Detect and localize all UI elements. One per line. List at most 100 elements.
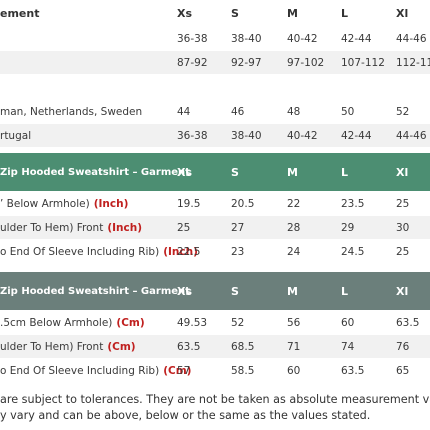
size-value: 42-44 [341, 32, 372, 45]
header-label: Zip Hooded Sweatshirt – Garment [0, 285, 190, 297]
size-table: Zip Hooded Sweatshirt – Garment Xs S M L Xl .5… [0, 272, 430, 383]
size-value: 71 [287, 340, 301, 353]
size-value: 20.5 [231, 197, 255, 210]
table-row: ulder To Hem) Front (Inch) 25 27 28 29 30 [0, 216, 430, 240]
unit: (Cm) [163, 364, 192, 377]
size-value: 52 [231, 316, 245, 329]
row-label: .5cm Below Armhole) (Cm) [0, 311, 172, 334]
row-label: ’ Below Armhole) (Inch) [0, 192, 172, 215]
size-table: man, Netherlands, Sweden 44 46 48 50 52 rtugal… [0, 75, 430, 148]
size-value: 24.5 [341, 245, 365, 258]
table-row: .5cm Below Armhole) (Cm) 49.53 52 56 60 63.5 [0, 311, 430, 335]
size-tables: ement Xs S M L Xl 36-38 38-40 40-42 42-44 44-46 87-… [0, 0, 430, 383]
size-value: 74 [341, 340, 355, 353]
size-value: 30 [396, 221, 410, 234]
size-column-header: S [231, 165, 239, 179]
table-header: Zip Hooded Sweatshirt – Garment Xs S M L Xl [0, 272, 430, 311]
header-label: Zip Hooded Sweatshirt – Garment [0, 166, 190, 178]
size-value: 23.5 [341, 197, 365, 210]
size-column-header: Xl [396, 284, 409, 298]
row-label: rtugal [0, 124, 172, 147]
measurement-name: ulder To Hem) Front [0, 340, 104, 353]
size-value: 87-92 [177, 56, 208, 69]
size-value: 36-38 [177, 129, 208, 142]
unit: (Inch) [93, 197, 129, 210]
measurement-name: rtugal [0, 129, 32, 142]
row-label: o End Of Sleeve Including Rib) (Cm) [0, 359, 191, 382]
table-body: man, Netherlands, Sweden 44 46 48 50 52 rtugal… [0, 100, 430, 148]
table-header: Zip Hooded Sweatshirt – Garment Xs S M L Xl [0, 153, 430, 192]
size-value: 58.5 [231, 364, 255, 377]
unit: (Cm) [116, 316, 145, 329]
footer-note: are subject to tolerances. They are not … [0, 392, 430, 424]
measurement-name: o End Of Sleeve Including Rib) [0, 245, 160, 258]
size-column-header: Xl [396, 165, 409, 179]
size-value: 92-97 [231, 56, 262, 69]
header-label: ement [0, 6, 40, 20]
size-value: 36-38 [177, 32, 208, 45]
size-value: 40-42 [287, 32, 318, 45]
size-value: 25 [177, 221, 191, 234]
size-value: 63.5 [177, 340, 201, 353]
size-value: 44-46 [396, 129, 427, 142]
size-value: 27 [231, 221, 245, 234]
size-value: 97-102 [287, 56, 325, 69]
size-column-header: M [287, 284, 298, 298]
size-value: 60 [287, 364, 301, 377]
size-column-header: Xl [396, 6, 409, 20]
table-body: .5cm Below Armhole) (Cm) 49.53 52 56 60 63.5 ul… [0, 311, 430, 383]
size-column-header: S [231, 284, 239, 298]
size-value: 50 [341, 105, 355, 118]
size-column-header: Xs [177, 6, 193, 20]
table-row: rtugal 36-38 38-40 40-42 42-44 44-46 [0, 124, 430, 148]
table-row: o End Of Sleeve Including Rib) (Cm) 57 58.5… [0, 359, 430, 383]
size-column-header: M [287, 165, 298, 179]
size-value: 25 [396, 197, 410, 210]
size-value: 40-42 [287, 129, 318, 142]
table-row: man, Netherlands, Sweden 44 46 48 50 52 [0, 100, 430, 124]
size-value: 57 [177, 364, 191, 377]
size-value: 25 [396, 245, 410, 258]
table-body: 36-38 38-40 40-42 42-44 44-46 87-92 92-97 97-10… [0, 27, 430, 75]
size-column-header: L [341, 6, 349, 20]
size-value: 65 [396, 364, 410, 377]
table-row: ’ Below Armhole) (Inch) 19.5 20.5 22 23.5 25 [0, 192, 430, 216]
size-value: 22 [287, 197, 301, 210]
size-value: 22.5 [177, 245, 201, 258]
size-value: 44 [177, 105, 191, 118]
size-column-header: M [287, 6, 298, 20]
size-column-header: Xs [177, 165, 193, 179]
size-value: 63.5 [341, 364, 365, 377]
table-row: 87-92 92-97 97-102 107-112 112-11 [0, 51, 430, 75]
size-value: 46 [231, 105, 245, 118]
size-value: 19.5 [177, 197, 201, 210]
measurement-name: man, Netherlands, Sweden [0, 105, 143, 118]
footer-line: y vary and can be above, below or the sa… [0, 409, 371, 422]
size-table: ement Xs S M L Xl 36-38 38-40 40-42 42-44 44-46 87-… [0, 0, 430, 75]
footer-line: are subject to tolerances. They are not … [0, 393, 430, 406]
size-value: 24 [287, 245, 301, 258]
table-row: 36-38 38-40 40-42 42-44 44-46 [0, 27, 430, 51]
table-body: ’ Below Armhole) (Inch) 19.5 20.5 22 23.5 25 ul… [0, 192, 430, 264]
unit: (Inch) [107, 221, 143, 234]
size-value: 38-40 [231, 129, 262, 142]
size-value: 49.53 [177, 316, 208, 329]
row-label: man, Netherlands, Sweden [0, 100, 172, 123]
size-value: 52 [396, 105, 410, 118]
size-value: 76 [396, 340, 410, 353]
table-header [0, 75, 430, 100]
size-column-header: L [341, 165, 349, 179]
table-row: ulder To Hem) Front (Cm) 63.5 68.5 71 74 76 [0, 335, 430, 359]
measurement-name: ulder To Hem) Front [0, 221, 104, 234]
size-value: 68.5 [231, 340, 255, 353]
size-column-header: S [231, 6, 239, 20]
size-value: 63.5 [396, 316, 420, 329]
size-value: 42-44 [341, 129, 372, 142]
measurement-name: ’ Below Armhole) [0, 197, 90, 210]
row-label: ulder To Hem) Front (Cm) [0, 335, 172, 358]
size-table: Zip Hooded Sweatshirt – Garment Xs S M L Xl ’ … [0, 153, 430, 264]
table-row: o End Of Sleeve Including Rib) (Inch) 22.5… [0, 240, 430, 264]
size-column-header: Xs [177, 284, 193, 298]
size-value: 56 [287, 316, 301, 329]
